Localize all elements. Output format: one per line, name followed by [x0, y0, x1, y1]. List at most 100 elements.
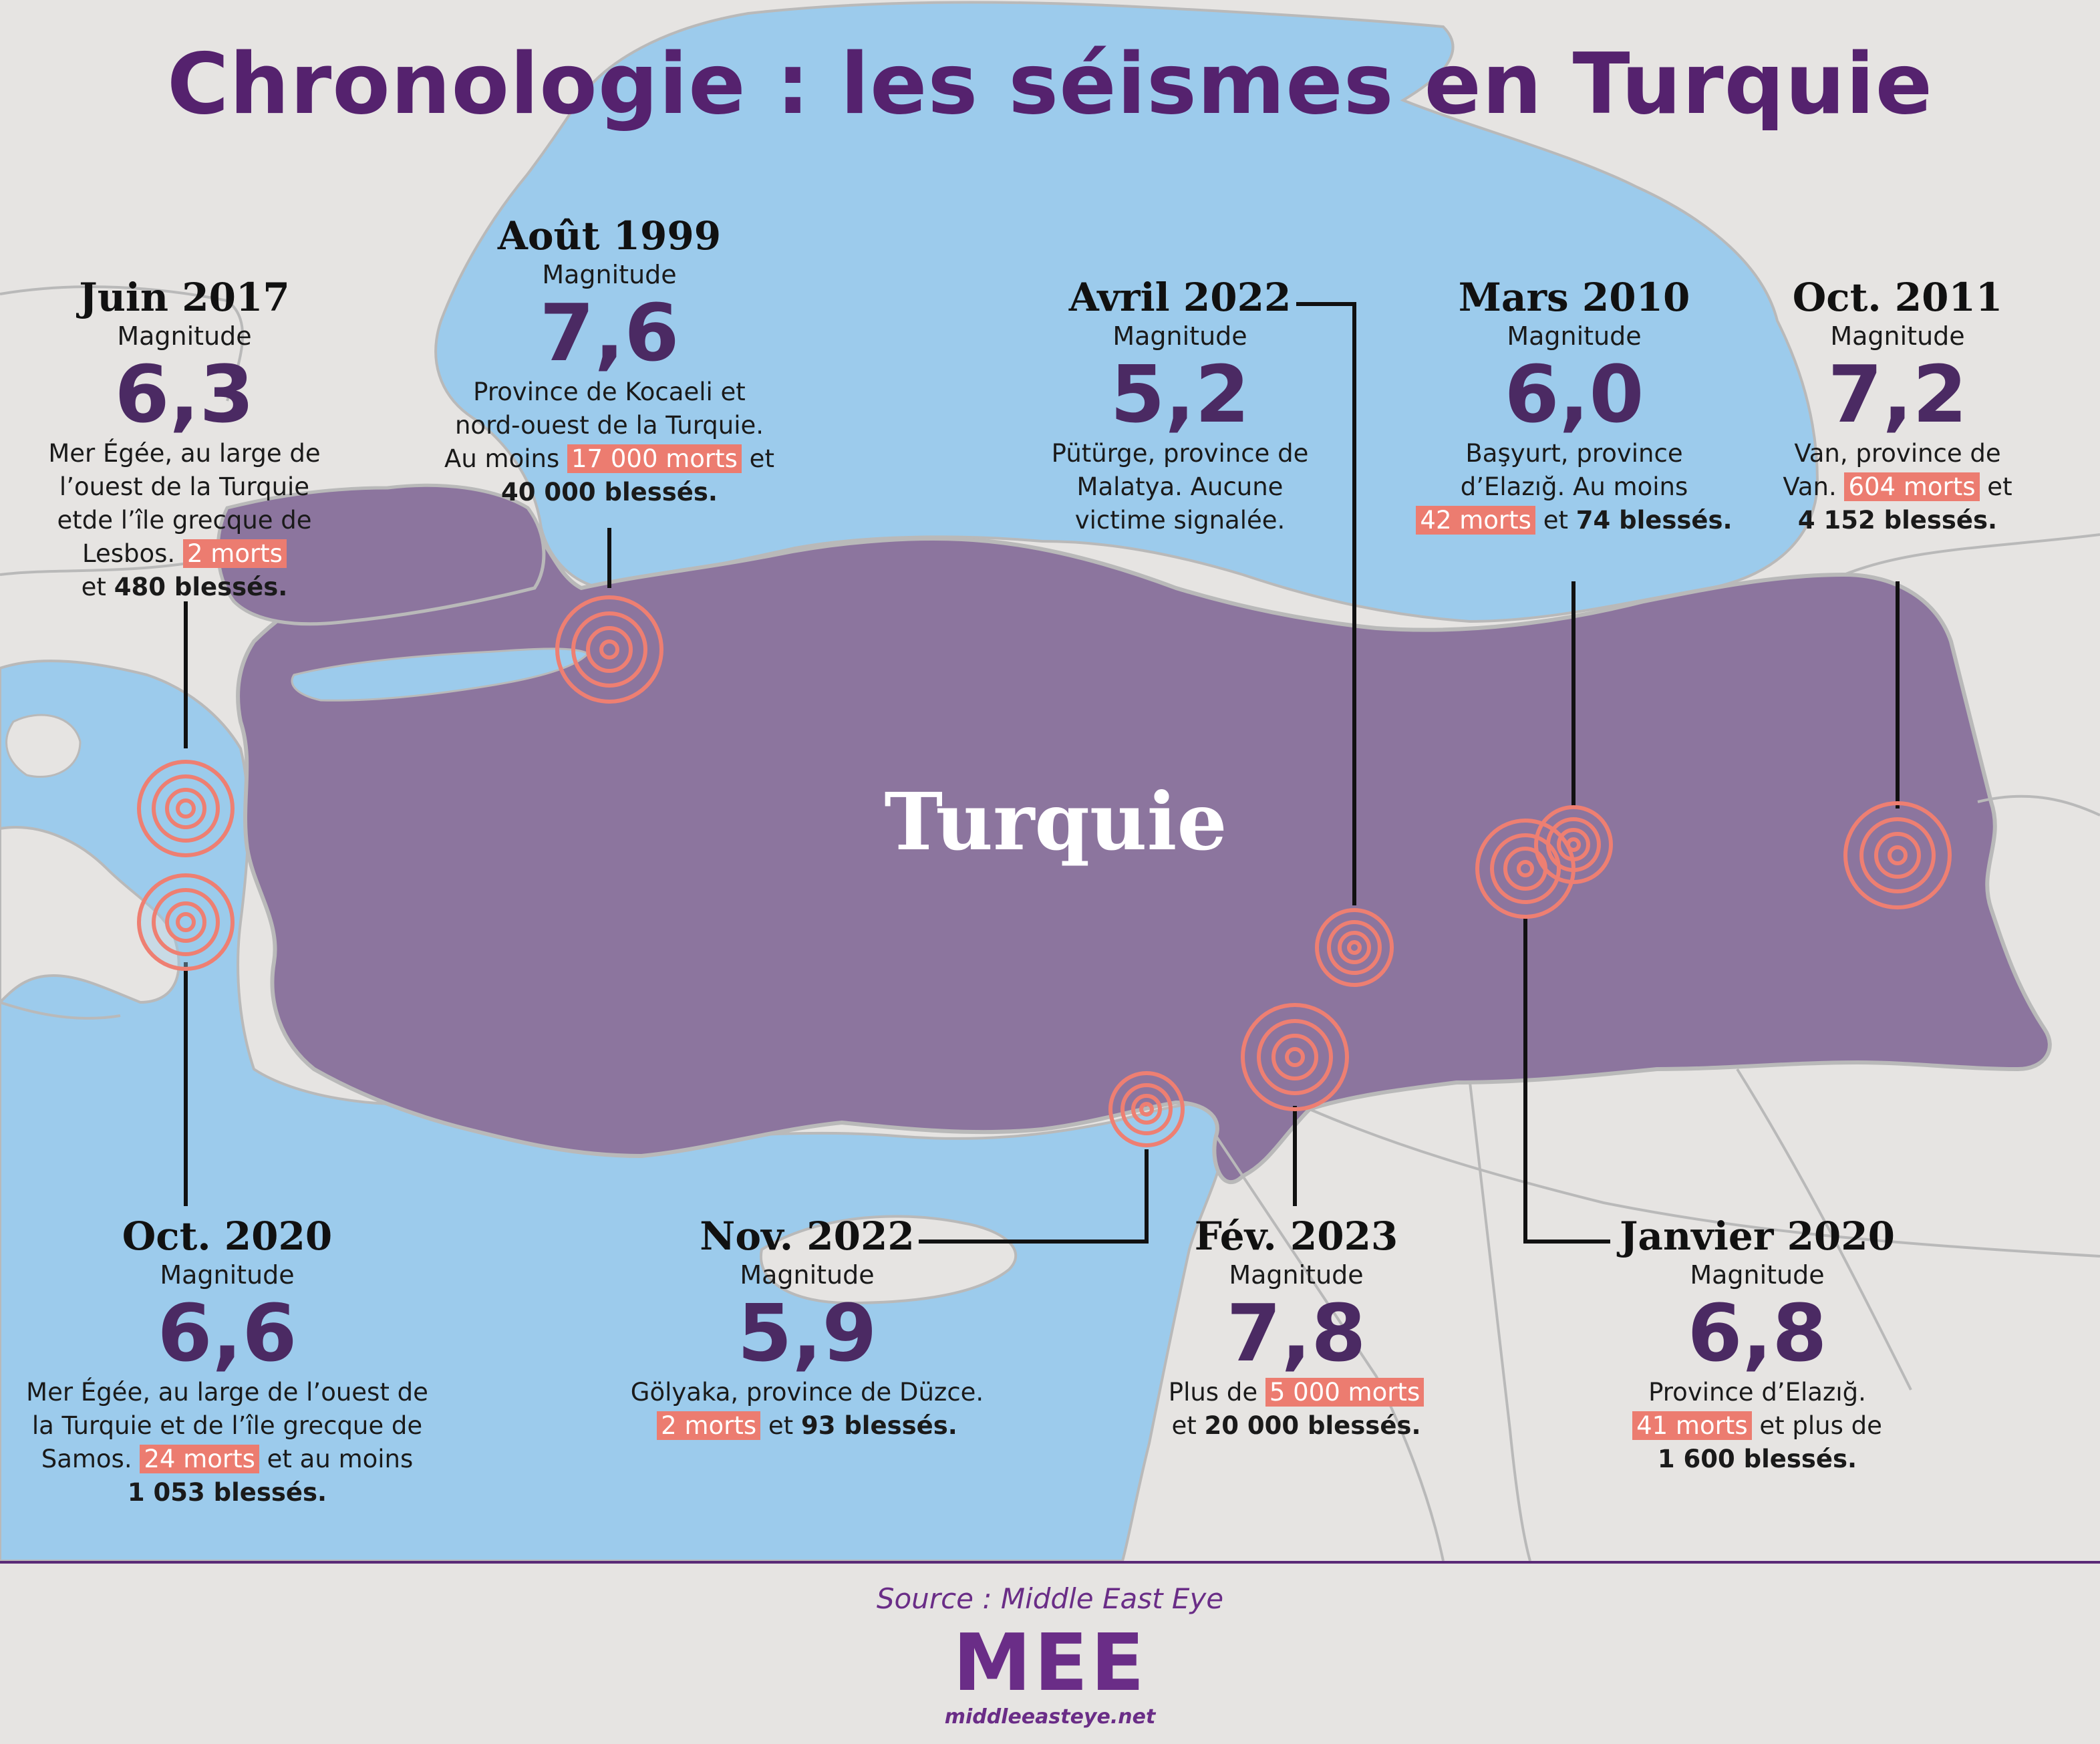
casualty-highlight: 42 morts: [1416, 506, 1535, 535]
magnitude-word: Magnitude: [117, 321, 252, 351]
magnitude-value: 6,8: [1687, 1287, 1827, 1379]
magnitude-word: Magnitude: [542, 260, 677, 289]
description-line: Province d’Elazığ.: [1648, 1378, 1866, 1407]
quake-description: Van, province de Van. 604 morts et 4 152 b…: [1684, 437, 2100, 537]
magnitude-value: 6,3: [114, 348, 255, 440]
magnitude-value: 6,0: [1504, 348, 1644, 440]
quake-card-aout-1999: Août 1999 Magnitude 7,6 Province de Koca…: [396, 212, 823, 509]
description-line: Lesbos. 2 morts: [0, 537, 398, 571]
epicenter-juin-2017: [137, 760, 235, 857]
description-line: Başyurt, province: [1465, 439, 1683, 468]
casualty-highlight: 24 morts: [140, 1445, 259, 1473]
description-line: Mer Égée, au large de: [48, 439, 321, 468]
quake-card-mars-2010: Mars 2010 Magnitude 6,0 Başyurt, provinc…: [1360, 274, 1788, 537]
footer: Source : Middle East Eye MEE middleeaste…: [0, 1561, 2100, 1744]
magnitude-word: Magnitude: [1112, 321, 1247, 351]
quake-card-nov-2022: Nov. 2022 Magnitude 5,9 Gölyaka, provinc…: [593, 1213, 1021, 1443]
description-line: Mer Égée, au large de l’ouest de: [26, 1378, 428, 1407]
injured-count: 1 600 blessés.: [1657, 1445, 1857, 1473]
injured-count: 480 blessés.: [114, 573, 288, 601]
description-line: 41 morts et plus de: [1543, 1409, 1971, 1443]
description-line: Province de Kocaeli et: [473, 378, 746, 406]
injured-count: 40 000 blessés.: [501, 478, 718, 506]
quake-date: Avril 2022: [1068, 275, 1292, 320]
epicenter-aout-1999: [555, 595, 663, 704]
quake-date: Nov. 2022: [700, 1213, 915, 1259]
description-line: 1 600 blessés.: [1543, 1443, 1971, 1476]
neighbor-borders: [0, 285, 2100, 1561]
magnitude-value: 7,2: [1827, 348, 1968, 440]
black-sea: [434, 1, 1819, 623]
description-line: l’ouest de la Turquie: [59, 472, 310, 501]
epicenter-mars-2010: [1534, 805, 1613, 884]
description-line: la Turquie et de l’île grecque de: [31, 1411, 423, 1440]
magnitude-word: Magnitude: [740, 1260, 875, 1290]
magnitude-word: Magnitude: [1690, 1260, 1825, 1290]
quake-date: Fév. 2023: [1194, 1213, 1398, 1259]
marmara-overlay: [291, 647, 590, 702]
website-url[interactable]: middleeasteye.net: [944, 1705, 1156, 1729]
casualty-highlight: 5 000 morts: [1265, 1378, 1424, 1407]
casualty-highlight: 604 morts: [1844, 472, 1980, 501]
description-line: d’Elazığ. Au moins: [1460, 472, 1688, 501]
magnitude-value: 5,9: [737, 1287, 877, 1379]
quake-description: Başyurt, province d’Elazığ. Au moins 42 mo…: [1360, 437, 1788, 537]
magnitude-value: 5,2: [1110, 348, 1250, 440]
thrace: [216, 483, 546, 626]
quake-description: Province de Kocaeli et nord-ouest de la T…: [396, 376, 823, 509]
description-line: Malatya. Aucune: [1076, 472, 1284, 501]
quake-description: Mer Égée, au large de l’ouest de la Turqu…: [13, 1376, 441, 1509]
quake-card-juin-2017: Juin 2017 Magnitude 6,3 Mer Égée, au lar…: [0, 274, 398, 604]
description-line: 1 053 blessés.: [13, 1476, 441, 1509]
leader-avril-2022: [1296, 302, 1356, 905]
description-line: Pütürge, province de: [1051, 439, 1309, 468]
quake-card-avril-2022: Avril 2022 Magnitude 5,2 Pütürge, provin…: [966, 274, 1394, 537]
quake-date: Janvier 2020: [1619, 1213, 1895, 1259]
magnitude-word: Magnitude: [1229, 1260, 1364, 1290]
epicenter-oct-2020: [137, 873, 235, 971]
leader-nov-2022: [919, 1149, 1149, 1244]
magnitude-word: Magnitude: [1830, 321, 1965, 351]
description-line: 4 152 blessés.: [1684, 504, 2100, 537]
injured-count: 4 152 blessés.: [1797, 506, 1998, 535]
island: [5, 714, 82, 778]
source-credit: Source : Middle East Eye: [876, 1582, 1224, 1615]
epicenter-avril-2022: [1315, 908, 1394, 987]
injured-count: 20 000 blessés.: [1204, 1411, 1421, 1440]
description-line: victime signalée.: [1074, 506, 1286, 535]
description-line: Au moins 17 000 morts et: [444, 444, 774, 473]
injured-count: 93 blessés.: [800, 1411, 957, 1440]
description-line: etde l’île grecque de: [57, 506, 312, 535]
casualty-highlight: 41 morts: [1632, 1411, 1752, 1440]
description-line: 2 morts et 93 blessés.: [593, 1409, 1021, 1443]
casualty-highlight: 17 000 morts: [567, 444, 742, 473]
epicenter-oct-2011: [1843, 801, 1952, 909]
description-line: Plus de 5 000 morts: [1082, 1376, 1510, 1409]
quake-description: Gölyaka, province de Düzce. 2 morts et 93…: [593, 1376, 1021, 1443]
description-line: Gölyaka, province de Düzce.: [630, 1378, 984, 1407]
injured-count: 1 053 blessés.: [127, 1478, 327, 1507]
mee-logo: MEE: [953, 1616, 1147, 1709]
description-line: et 20 000 blessés.: [1171, 1411, 1421, 1440]
greece-land: [0, 826, 180, 1004]
quake-date: Août 1999: [497, 213, 722, 259]
quake-card-janvier-2020: Janvier 2020 Magnitude 6,8 Province d’El…: [1543, 1213, 1971, 1476]
magnitude-word: Magnitude: [1507, 321, 1642, 351]
quake-date: Juin 2017: [79, 275, 290, 320]
description-line: Van. 604 morts et: [1783, 472, 2012, 501]
description-line: 40 000 blessés.: [396, 476, 823, 509]
quake-card-oct-2011: Oct. 2011 Magnitude 7,2 Van, province de…: [1684, 274, 2100, 537]
quake-date: Oct. 2020: [122, 1213, 333, 1259]
magnitude-value: 7,8: [1226, 1287, 1366, 1379]
epicenter-nov-2022: [1108, 1071, 1185, 1147]
quake-date: Mars 2010: [1458, 275, 1690, 320]
description-line: Van, province de: [1794, 439, 2001, 468]
epicenter-fev-2023: [1241, 1003, 1349, 1111]
country-label: Turquie: [884, 775, 1227, 868]
quake-card-oct-2020: Oct. 2020 Magnitude 6,6 Mer Égée, au lar…: [13, 1213, 441, 1509]
turkey-territory: [236, 519, 2052, 1184]
description-line: Samos. 24 morts et au moins: [41, 1445, 414, 1473]
map: [0, 0, 2100, 1561]
leader-lines: [184, 302, 1900, 1244]
